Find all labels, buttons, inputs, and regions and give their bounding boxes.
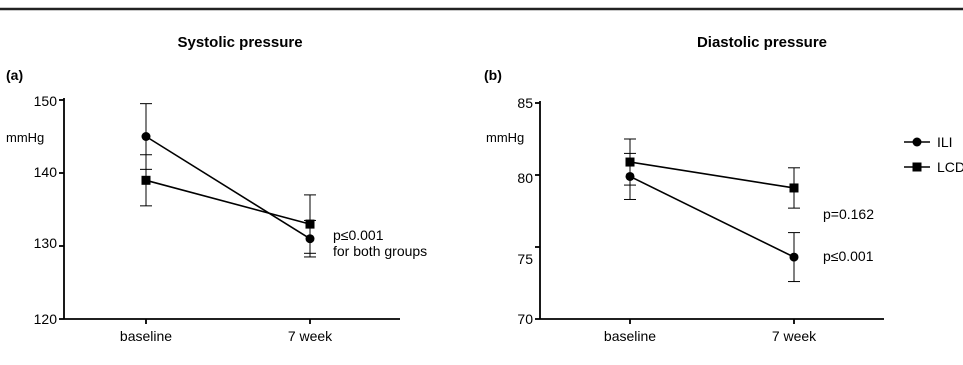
panel-a-label: (a) [6, 67, 23, 83]
panel-b: Diastolic pressure (b) mmHg 70 75 80 85 … [484, 34, 884, 344]
legend-lcd-label: LCD [937, 159, 963, 175]
panel-a-lcd-point [305, 219, 315, 229]
panel-b-ili-point [789, 252, 799, 262]
panel-b-xtick: 7 week [772, 328, 817, 344]
panel-a-ytick: 120 [34, 311, 58, 327]
panel-b-plot [535, 101, 884, 324]
panel-a-ticks: 120 130 140 150 baseline 7 week [34, 93, 334, 344]
panel-a-lcd-line [145, 179, 311, 225]
legend: ILI LCD [904, 134, 963, 175]
panel-b-label: (b) [484, 67, 502, 83]
legend-ili-label: ILI [937, 134, 953, 150]
panel-a-ili-line [145, 135, 311, 240]
panel-b-ytick: 80 [517, 170, 533, 186]
panel-b-ylabel: mmHg [486, 130, 524, 145]
panel-a-annotation-p: p≤0.001 [333, 227, 384, 243]
panel-b-lcd-point [789, 183, 799, 193]
panel-b-ytick: 75 [517, 251, 533, 267]
panel-b-ytick: 85 [517, 95, 533, 111]
panel-b-lcd-point [625, 157, 635, 167]
panel-b-xtick: baseline [604, 328, 656, 344]
panel-a-annotation-groups: for both groups [333, 243, 427, 259]
panel-a-ytick: 150 [34, 93, 58, 109]
panel-b-annotation-ili: p≤0.001 [823, 248, 874, 264]
panel-b-ili-line [629, 175, 795, 258]
legend-ili-marker [912, 137, 922, 147]
panel-b-title: Diastolic pressure [697, 34, 827, 51]
panel-a-title: Systolic pressure [177, 34, 302, 51]
panel-a-plot [59, 98, 400, 324]
panel-b-ytick: 70 [517, 311, 533, 327]
panel-a-ili-point [141, 132, 151, 141]
legend-lcd-marker [912, 162, 922, 172]
panel-a-ytick: 130 [34, 235, 58, 251]
panel-a-xtick: 7 week [288, 328, 333, 344]
panel-b-ticks: 70 75 80 85 baseline 7 week [517, 95, 817, 344]
panel-a-xtick: baseline [120, 328, 172, 344]
panel-b-annotation-lcd: p=0.162 [823, 206, 874, 222]
panel-a-lcd-point [141, 175, 151, 185]
panel-b-lcd-line [629, 161, 795, 189]
panel-a-ytick: 140 [34, 164, 58, 180]
panel-a-ylabel: mmHg [6, 130, 44, 145]
panel-a: Systolic pressure (a) mmHg 120 130 140 1… [6, 34, 427, 344]
